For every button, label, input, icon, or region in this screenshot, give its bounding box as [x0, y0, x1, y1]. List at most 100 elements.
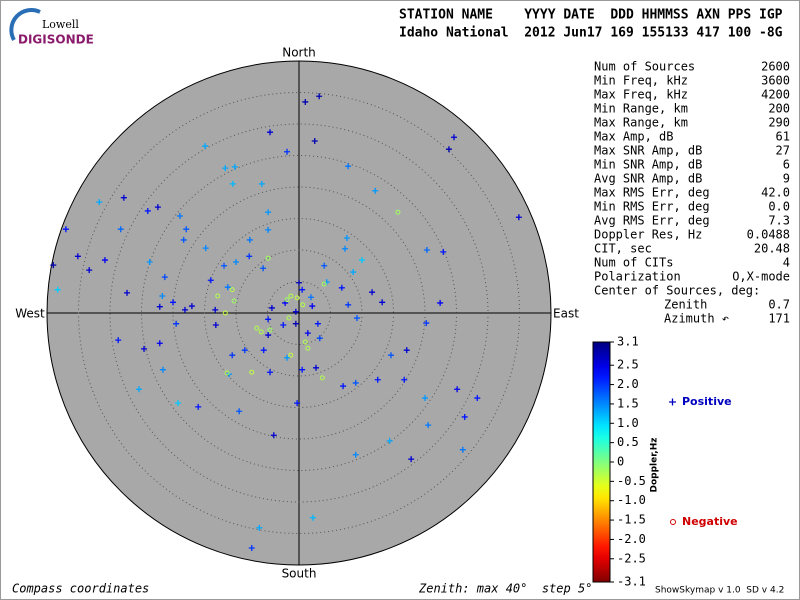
source-positive [343, 235, 350, 242]
source-positive [292, 308, 299, 315]
source-positive [221, 262, 228, 269]
source-positive [454, 386, 461, 393]
source-positive [304, 330, 311, 337]
zenith-ring [235, 249, 363, 377]
source-positive [180, 236, 187, 243]
source-positive [156, 340, 163, 347]
source-positive [445, 146, 452, 153]
source-positive [353, 315, 360, 322]
legend-marker [669, 398, 676, 406]
source-positive [101, 257, 108, 264]
source-positive [345, 301, 352, 308]
source-positive [515, 214, 522, 221]
source-positive [309, 514, 316, 521]
source-positive [74, 253, 81, 260]
source-positive [212, 306, 219, 313]
source-negative [224, 370, 230, 376]
stat-value: 9 [783, 172, 790, 186]
stat-value: 2600 [761, 60, 790, 74]
header-columns: STATION NAME YYYY DATE DDD HHMMSS AXN PP… [399, 8, 783, 23]
source-positive [246, 253, 253, 260]
stat-value: 61 [776, 130, 790, 144]
source-positive [224, 284, 231, 291]
source-positive [120, 194, 127, 201]
colorbar-tick-label: 2.5 [617, 358, 639, 372]
source-positive [440, 248, 447, 255]
source-positive [270, 432, 277, 439]
stat-value: 27 [776, 144, 790, 158]
colorbar-tick-label: -0.5 [617, 474, 646, 488]
source-positive [311, 138, 318, 145]
source-negative [215, 293, 221, 299]
source-negative [395, 209, 401, 215]
source-positive [350, 269, 357, 276]
stat-value: O,X-mode [732, 270, 790, 284]
source-positive [314, 320, 321, 327]
center-title: Center of Sources, deg: [594, 284, 760, 298]
source-positive [403, 347, 410, 354]
source-negative [319, 375, 325, 381]
source-positive [461, 413, 468, 420]
source-positive [54, 286, 61, 293]
source-negative [265, 255, 271, 261]
header-values: Idaho National 2012 Jun17 169 155133 417… [399, 26, 783, 41]
source-positive [299, 286, 306, 293]
source-positive [474, 395, 481, 402]
source-positive [423, 320, 430, 327]
source-positive [268, 304, 275, 311]
stat-label: Avg SNR Amp, dB [594, 172, 702, 186]
stat-label: Max Freq, kHz [594, 88, 688, 102]
stat-label: CIT, sec [594, 242, 652, 256]
source-positive [96, 199, 103, 206]
source-positive [450, 134, 457, 141]
source-positive [117, 226, 124, 233]
direction-north: North [282, 46, 316, 60]
source-positive [309, 303, 316, 310]
stat-value: 7.3 [768, 214, 790, 228]
footer-right: ShowSkymap v 1.0 SD v 4.2 [655, 586, 784, 596]
stat-label: Doppler Res, Hz [594, 228, 702, 242]
footer-left: Compass coordinates [12, 582, 149, 596]
zenith-ring [172, 186, 426, 440]
stat-label: Avg RMS Err, deg [594, 214, 710, 228]
source-negative [305, 345, 311, 351]
colorbar-tick-label: -2.0 [617, 532, 646, 546]
direction-south: South [282, 567, 317, 581]
source-positive [374, 376, 381, 383]
stat-label: Min Range, km [594, 102, 688, 116]
source-positive [265, 226, 272, 233]
source-positive [267, 129, 274, 136]
source-negative [288, 352, 294, 358]
center-label: Azimuth ↶ [664, 312, 729, 326]
source-positive [387, 352, 394, 359]
source-positive [316, 335, 323, 342]
source-positive [188, 303, 195, 310]
stat-label: Min Freq, kHz [594, 74, 688, 88]
colorbar-label: Doppler,Hz [650, 437, 660, 492]
source-positive [212, 321, 219, 328]
source-positive [408, 456, 415, 463]
source-negative [300, 302, 306, 308]
source-negative [254, 325, 260, 331]
source-positive [181, 306, 188, 313]
source-positive [170, 299, 176, 306]
source-positive [146, 258, 153, 265]
legend-label: Negative [682, 515, 738, 528]
stat-value: 3600 [761, 74, 790, 88]
colorbar-tick-label: -3.1 [617, 575, 646, 589]
source-positive [425, 422, 432, 429]
source-negative [284, 297, 290, 303]
zenith-ring [78, 92, 520, 534]
colorbar-tick-label: 0 [617, 455, 624, 469]
source-positive [176, 212, 183, 219]
plot-marks [50, 92, 522, 551]
colorbar [592, 341, 611, 583]
source-positive [352, 379, 359, 386]
source-positive [284, 354, 291, 361]
source-positive [207, 277, 214, 284]
stat-label: Num of CITs [594, 256, 673, 270]
source-positive [222, 165, 229, 172]
stat-label: Max SNR Amp, dB [594, 144, 702, 158]
colorbar-tick-label: 1.0 [617, 416, 639, 430]
